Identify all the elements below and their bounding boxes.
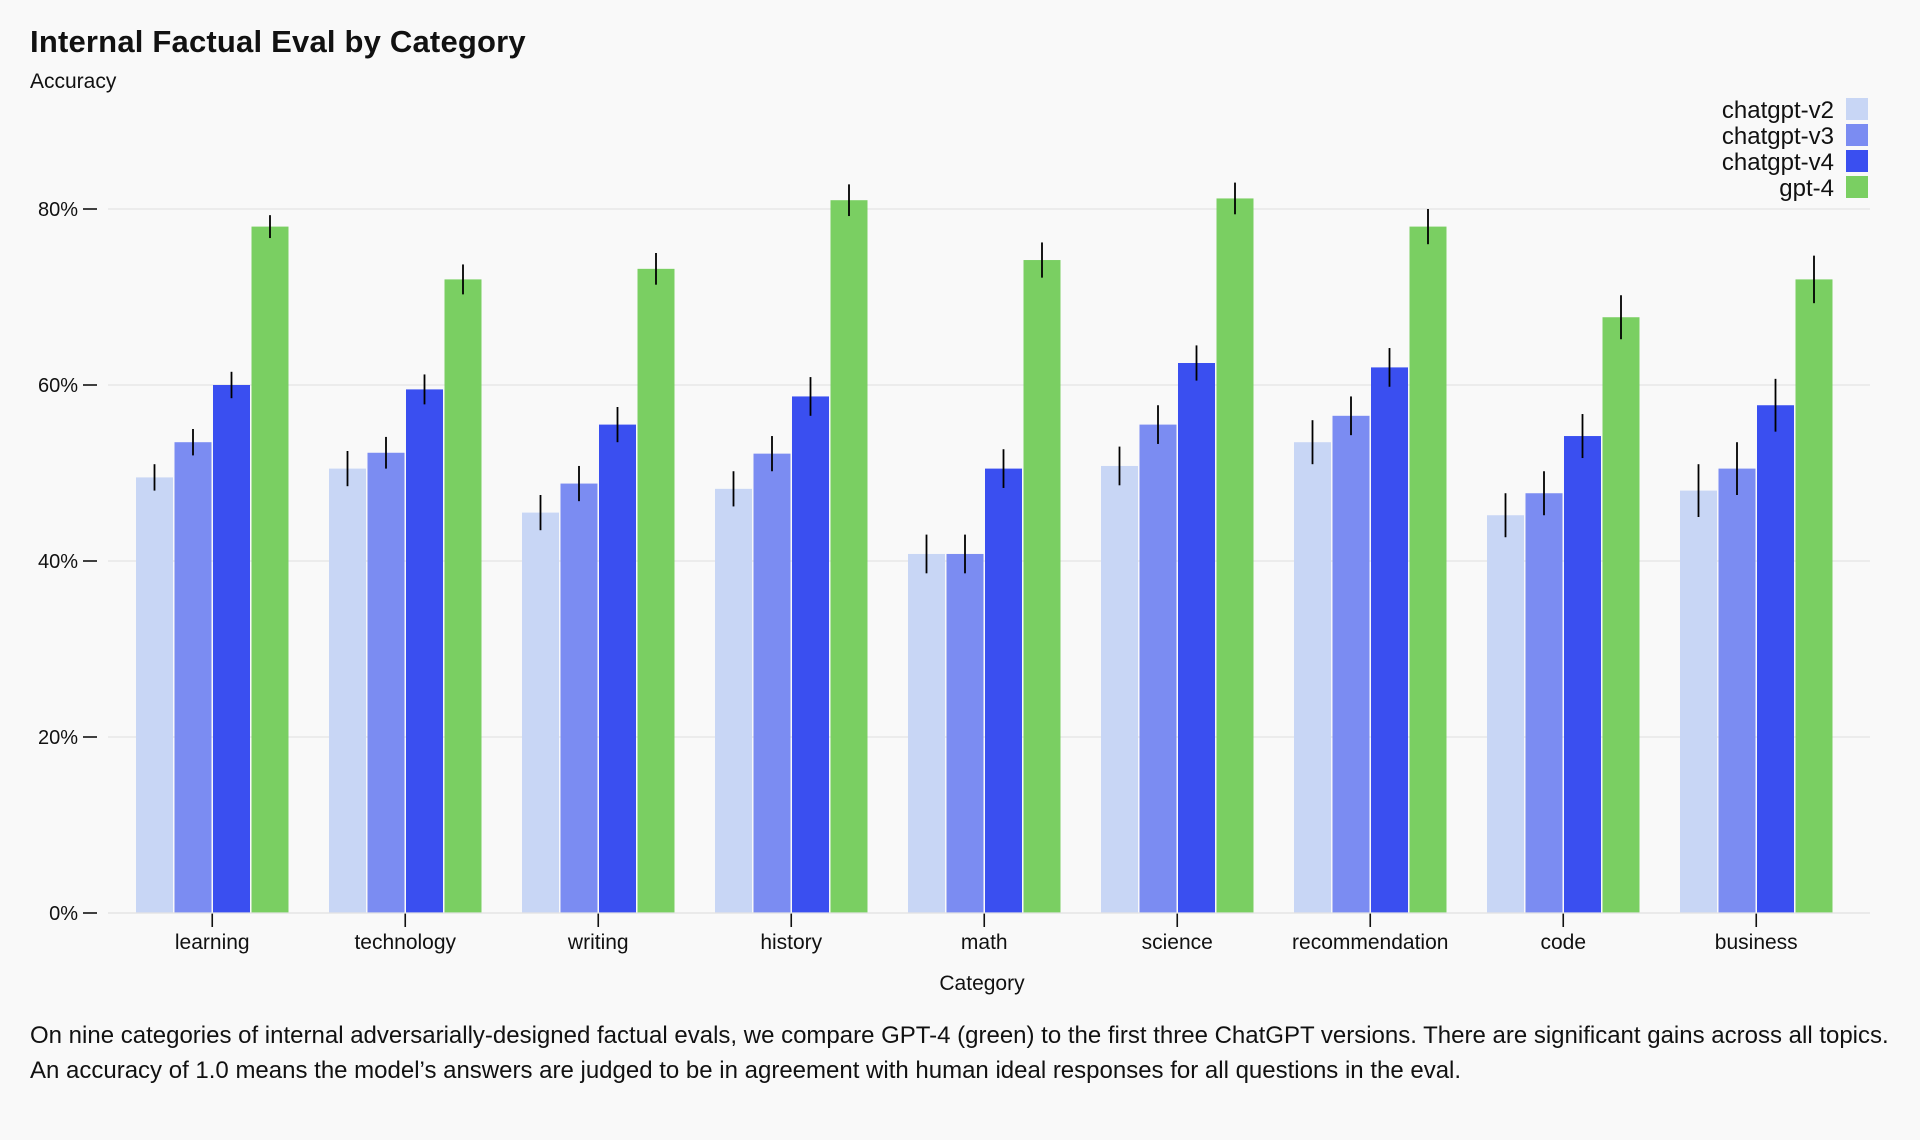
x-tick-label: learning <box>175 931 250 954</box>
bar-chatgpt-v3 <box>560 483 598 913</box>
x-tick-label: science <box>1142 931 1213 954</box>
bar-chatgpt-v4 <box>599 424 636 913</box>
bar-gpt-4 <box>1216 198 1254 913</box>
bar-chatgpt-v4 <box>1178 363 1215 913</box>
x-tick-label: code <box>1540 931 1586 954</box>
legend-swatch <box>1846 176 1868 198</box>
legend-label: chatgpt-v3 <box>1722 123 1834 150</box>
bar-chatgpt-v4 <box>406 389 443 913</box>
x-axis-label: Category <box>939 972 1025 995</box>
bar-chatgpt-v2 <box>908 553 945 913</box>
bar-chatgpt-v3 <box>1332 415 1370 913</box>
x-tick-label: business <box>1715 931 1798 954</box>
legend-swatch <box>1846 124 1868 146</box>
axes: 0% 20% 40% 60% 80% learning technology writing h… <box>38 199 1870 954</box>
bar-chatgpt-v3 <box>946 553 984 913</box>
x-tick-label: writing <box>567 931 629 954</box>
bar-gpt-4 <box>1023 260 1061 913</box>
bar-chatgpt-v2 <box>329 468 366 913</box>
chart-title: Internal Factual Eval by Category <box>30 24 526 59</box>
legend-swatch <box>1846 98 1868 120</box>
legend-label: chatgpt-v2 <box>1722 97 1834 124</box>
y-tick-label: 20% <box>38 727 78 749</box>
bar-chatgpt-v4 <box>1757 405 1794 913</box>
bars <box>136 198 1833 914</box>
x-tick-label: history <box>760 931 822 954</box>
legend-swatch <box>1846 150 1868 172</box>
x-tick-label: technology <box>354 931 456 954</box>
bar-gpt-4 <box>1795 279 1833 913</box>
bar-gpt-4 <box>830 200 868 913</box>
bar-chatgpt-v2 <box>1101 465 1138 913</box>
bar-chart: 0% 20% 40% 60% 80% learning technology writing h… <box>38 97 1870 995</box>
bar-chatgpt-v2 <box>715 488 752 913</box>
bar-chatgpt-v3 <box>367 452 405 913</box>
bar-gpt-4 <box>637 268 675 914</box>
bar-chatgpt-v3 <box>1525 493 1563 913</box>
bar-chatgpt-v4 <box>985 468 1022 913</box>
y-tick-label: 60% <box>38 375 78 397</box>
bar-gpt-4 <box>444 279 482 913</box>
y-axis-label: Accuracy <box>30 70 117 93</box>
bar-chatgpt-v3 <box>1718 468 1756 913</box>
y-tick-label: 40% <box>38 551 78 573</box>
bar-chatgpt-v3 <box>753 453 791 913</box>
bar-chatgpt-v4 <box>792 396 829 913</box>
bar-chatgpt-v2 <box>522 512 559 913</box>
x-tick-label: math <box>961 931 1008 954</box>
error-bars <box>153 182 1815 574</box>
y-tick-label: 0% <box>49 903 78 925</box>
bar-chatgpt-v2 <box>1487 515 1524 913</box>
bar-chatgpt-v2 <box>136 477 173 913</box>
bar-chatgpt-v4 <box>1371 367 1408 913</box>
legend-label: chatgpt-v4 <box>1722 149 1834 176</box>
bar-chatgpt-v4 <box>213 385 250 913</box>
bar-gpt-4 <box>1602 317 1640 913</box>
chart-caption: On nine categories of internal adversari… <box>30 1022 1889 1084</box>
legend-label: gpt-4 <box>1779 175 1834 202</box>
x-tick-label: recommendation <box>1292 931 1448 954</box>
bar-chatgpt-v2 <box>1294 442 1331 913</box>
bar-gpt-4 <box>1409 226 1447 914</box>
bar-chatgpt-v4 <box>1564 436 1601 913</box>
bar-chatgpt-v3 <box>174 442 212 913</box>
bar-gpt-4 <box>251 226 289 914</box>
bar-chatgpt-v2 <box>1680 490 1717 913</box>
bar-chatgpt-v3 <box>1139 424 1177 913</box>
y-tick-label: 80% <box>38 199 78 221</box>
